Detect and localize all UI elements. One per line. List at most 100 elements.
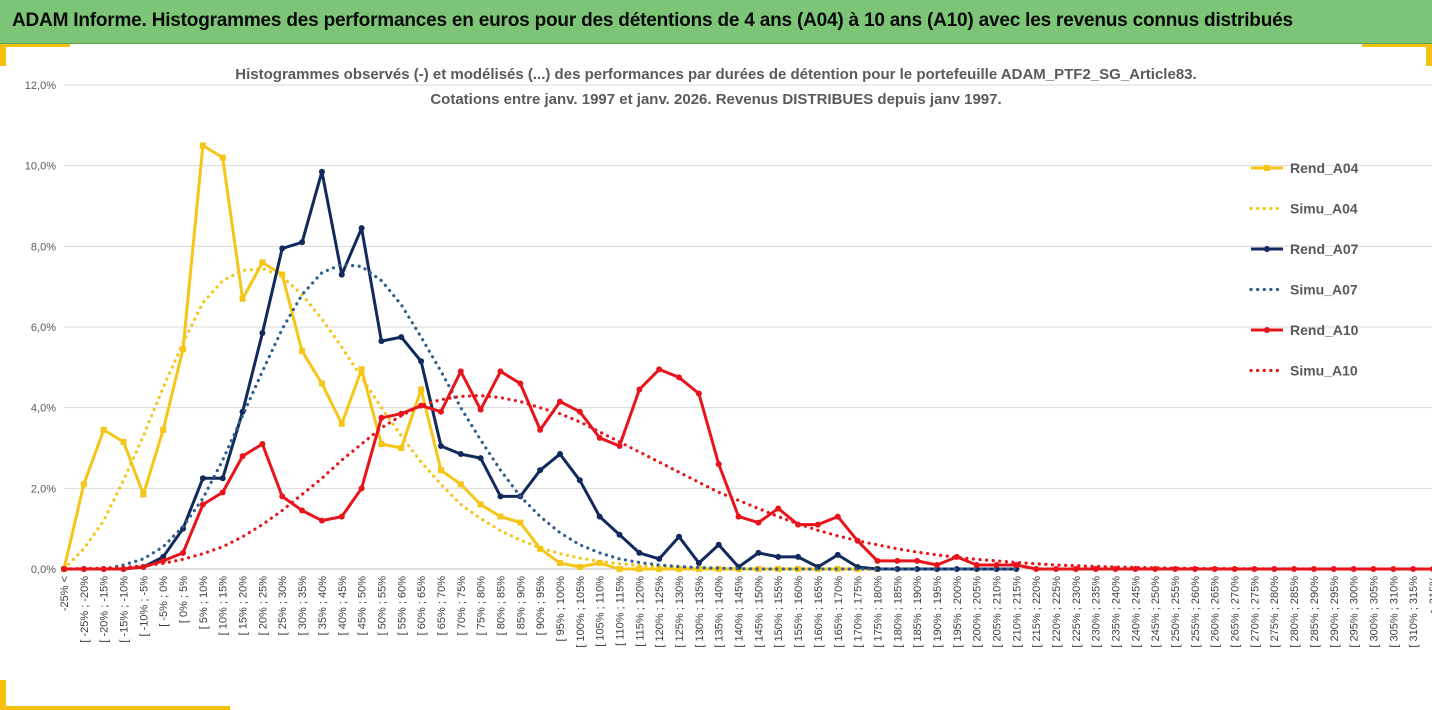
data-point bbox=[656, 555, 663, 562]
data-point bbox=[933, 561, 940, 568]
data-point bbox=[537, 426, 544, 433]
data-point bbox=[318, 380, 325, 387]
data-point bbox=[180, 549, 187, 556]
x-tick-label: [ 95% ; 100% bbox=[555, 576, 567, 642]
x-tick-label: [ 155% ; 160% bbox=[793, 576, 805, 648]
data-point bbox=[676, 374, 683, 381]
data-point bbox=[259, 440, 266, 447]
data-point bbox=[477, 406, 484, 413]
data-point bbox=[378, 440, 385, 447]
x-tick-label: [ 90% ; 95% bbox=[535, 576, 547, 636]
data-point bbox=[755, 549, 762, 556]
chart-title: Histogrammes observés (-) et modélisés (… bbox=[235, 66, 1197, 83]
y-tick-label: 12,0% bbox=[25, 80, 56, 92]
data-point bbox=[1231, 566, 1238, 572]
data-point bbox=[537, 467, 544, 474]
data-point bbox=[715, 461, 722, 468]
data-point bbox=[616, 442, 623, 449]
data-point bbox=[338, 271, 345, 278]
data-point bbox=[259, 330, 266, 337]
data-point bbox=[636, 566, 643, 572]
data-point bbox=[695, 559, 702, 566]
data-point bbox=[715, 541, 722, 548]
x-tick-label: [ 225% ; 230% bbox=[1071, 576, 1083, 648]
data-point bbox=[378, 338, 385, 345]
x-tick-label: [ 70% ; 75% bbox=[456, 576, 468, 636]
y-tick-label: 8,0% bbox=[31, 241, 56, 253]
legend-label: Rend_A04 bbox=[1290, 160, 1359, 176]
data-point bbox=[735, 513, 742, 520]
data-point bbox=[1330, 566, 1337, 572]
x-tick-label: [ -15% ; -10% bbox=[119, 576, 131, 643]
data-point bbox=[437, 442, 444, 449]
x-tick-label: [ 250% ; 255% bbox=[1170, 576, 1182, 648]
data-point bbox=[656, 366, 663, 373]
data-point bbox=[358, 225, 365, 232]
x-tick-label: [ 20% ; 25% bbox=[257, 576, 269, 636]
data-point bbox=[1072, 566, 1079, 572]
x-tick-label: [ -10% ; -5% bbox=[138, 576, 150, 637]
x-tick-label: [ 290% ; 295% bbox=[1329, 576, 1341, 648]
data-point bbox=[636, 549, 643, 556]
data-point bbox=[914, 557, 921, 564]
x-tick-label: [ 195% ; 200% bbox=[952, 576, 964, 648]
x-tick-label: [ 130% ; 135% bbox=[694, 576, 706, 648]
legend-label: Rend_A10 bbox=[1290, 322, 1359, 338]
data-point bbox=[834, 551, 841, 558]
x-tick-label: [ 210% ; 215% bbox=[1011, 576, 1023, 648]
x-tick-label: [ 15% ; 20% bbox=[238, 576, 250, 636]
data-point bbox=[418, 358, 425, 365]
x-tick-label: [ 55% ; 60% bbox=[396, 576, 408, 636]
data-point bbox=[993, 561, 1000, 568]
x-tick-label: [ 160% ; 165% bbox=[813, 576, 825, 648]
x-tick-label: [ 35% ; 40% bbox=[317, 576, 329, 636]
x-tick-label: [ 280% ; 285% bbox=[1289, 576, 1301, 648]
data-point bbox=[576, 563, 583, 570]
page-title: ADAM Informe. Histogrammes des performan… bbox=[12, 10, 1293, 31]
data-point bbox=[457, 451, 464, 458]
x-tick-label: [ 190% ; 195% bbox=[932, 576, 944, 648]
x-tick-label: [ 75% ; 80% bbox=[476, 576, 488, 636]
x-tick-label: [ 295% ; 300% bbox=[1349, 576, 1361, 648]
data-point bbox=[299, 507, 306, 514]
data-point bbox=[557, 398, 563, 405]
x-tick-label: [ 175% ; 180% bbox=[872, 576, 884, 648]
data-point bbox=[676, 533, 683, 540]
data-point bbox=[318, 168, 325, 175]
data-point bbox=[616, 566, 623, 572]
data-point bbox=[616, 531, 623, 538]
x-tick-label: [ 255% ; 260% bbox=[1190, 576, 1202, 648]
data-point bbox=[1390, 566, 1397, 572]
x-tick-label: [ 135% ; 140% bbox=[714, 576, 726, 648]
x-tick-label: [ 40% ; 45% bbox=[337, 576, 349, 636]
data-point bbox=[497, 513, 504, 520]
data-point bbox=[1410, 566, 1417, 572]
corner-accent-bottom-left bbox=[0, 706, 230, 710]
chart-subtitle: Cotations entre janv. 1997 et janv. 2026… bbox=[430, 91, 1002, 108]
data-point bbox=[279, 493, 286, 500]
x-tick-label: [ 45% ; 50% bbox=[357, 576, 369, 636]
data-point bbox=[398, 334, 405, 341]
x-tick-label: [ 265% ; 270% bbox=[1230, 576, 1242, 648]
data-point bbox=[1310, 566, 1317, 572]
y-tick-label: 6,0% bbox=[31, 322, 56, 334]
x-tick-label: [ 310% ; 315% bbox=[1408, 576, 1420, 648]
data-point bbox=[834, 513, 841, 520]
x-tick-label: [ 140% ; 145% bbox=[734, 576, 746, 648]
data-point bbox=[1013, 561, 1020, 568]
legend-marker bbox=[1264, 246, 1270, 252]
data-point bbox=[517, 380, 524, 387]
x-tick-label: [ 25% ; 30% bbox=[277, 576, 289, 636]
data-point bbox=[596, 513, 603, 520]
x-tick-label: [ 100% ; 105% bbox=[575, 576, 587, 648]
data-point bbox=[1370, 566, 1377, 572]
data-point bbox=[557, 451, 563, 458]
x-tick-label: [ 10% ; 15% bbox=[218, 576, 230, 636]
data-point bbox=[1053, 566, 1059, 572]
data-point bbox=[695, 390, 702, 397]
series-line bbox=[62, 262, 1018, 571]
data-point bbox=[437, 408, 444, 415]
data-point bbox=[973, 561, 980, 568]
legend-label: Simu_A07 bbox=[1290, 282, 1358, 298]
data-point bbox=[140, 491, 147, 498]
